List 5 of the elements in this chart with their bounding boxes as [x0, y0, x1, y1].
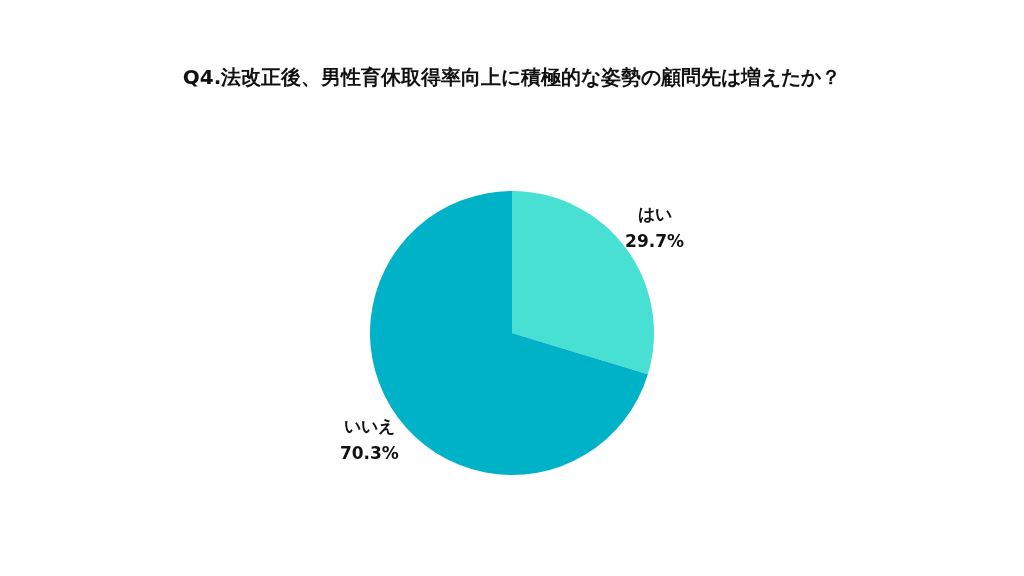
data-label: 70.3% — [339, 442, 399, 463]
chart-title: Q4.法改正後、男性育休取得率向上に積極的な姿勢の顧問先は増えたか？ — [182, 65, 842, 89]
data-label: 29.7% — [625, 231, 685, 252]
slice-label: はい — [637, 204, 672, 225]
slice-label: いいえ — [343, 415, 395, 436]
